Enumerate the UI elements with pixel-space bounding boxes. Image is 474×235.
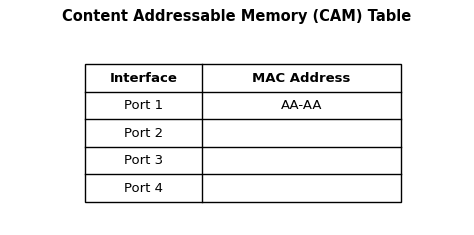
Text: Port 3: Port 3 <box>124 154 163 167</box>
Text: Port 4: Port 4 <box>124 182 163 195</box>
Text: Interface: Interface <box>109 72 177 85</box>
Text: Content Addressable Memory (CAM) Table: Content Addressable Memory (CAM) Table <box>63 9 411 24</box>
Text: Port 1: Port 1 <box>124 99 163 112</box>
Text: AA-AA: AA-AA <box>281 99 322 112</box>
Text: MAC Address: MAC Address <box>252 72 351 85</box>
Text: Port 2: Port 2 <box>124 127 163 140</box>
Bar <box>85 64 401 202</box>
